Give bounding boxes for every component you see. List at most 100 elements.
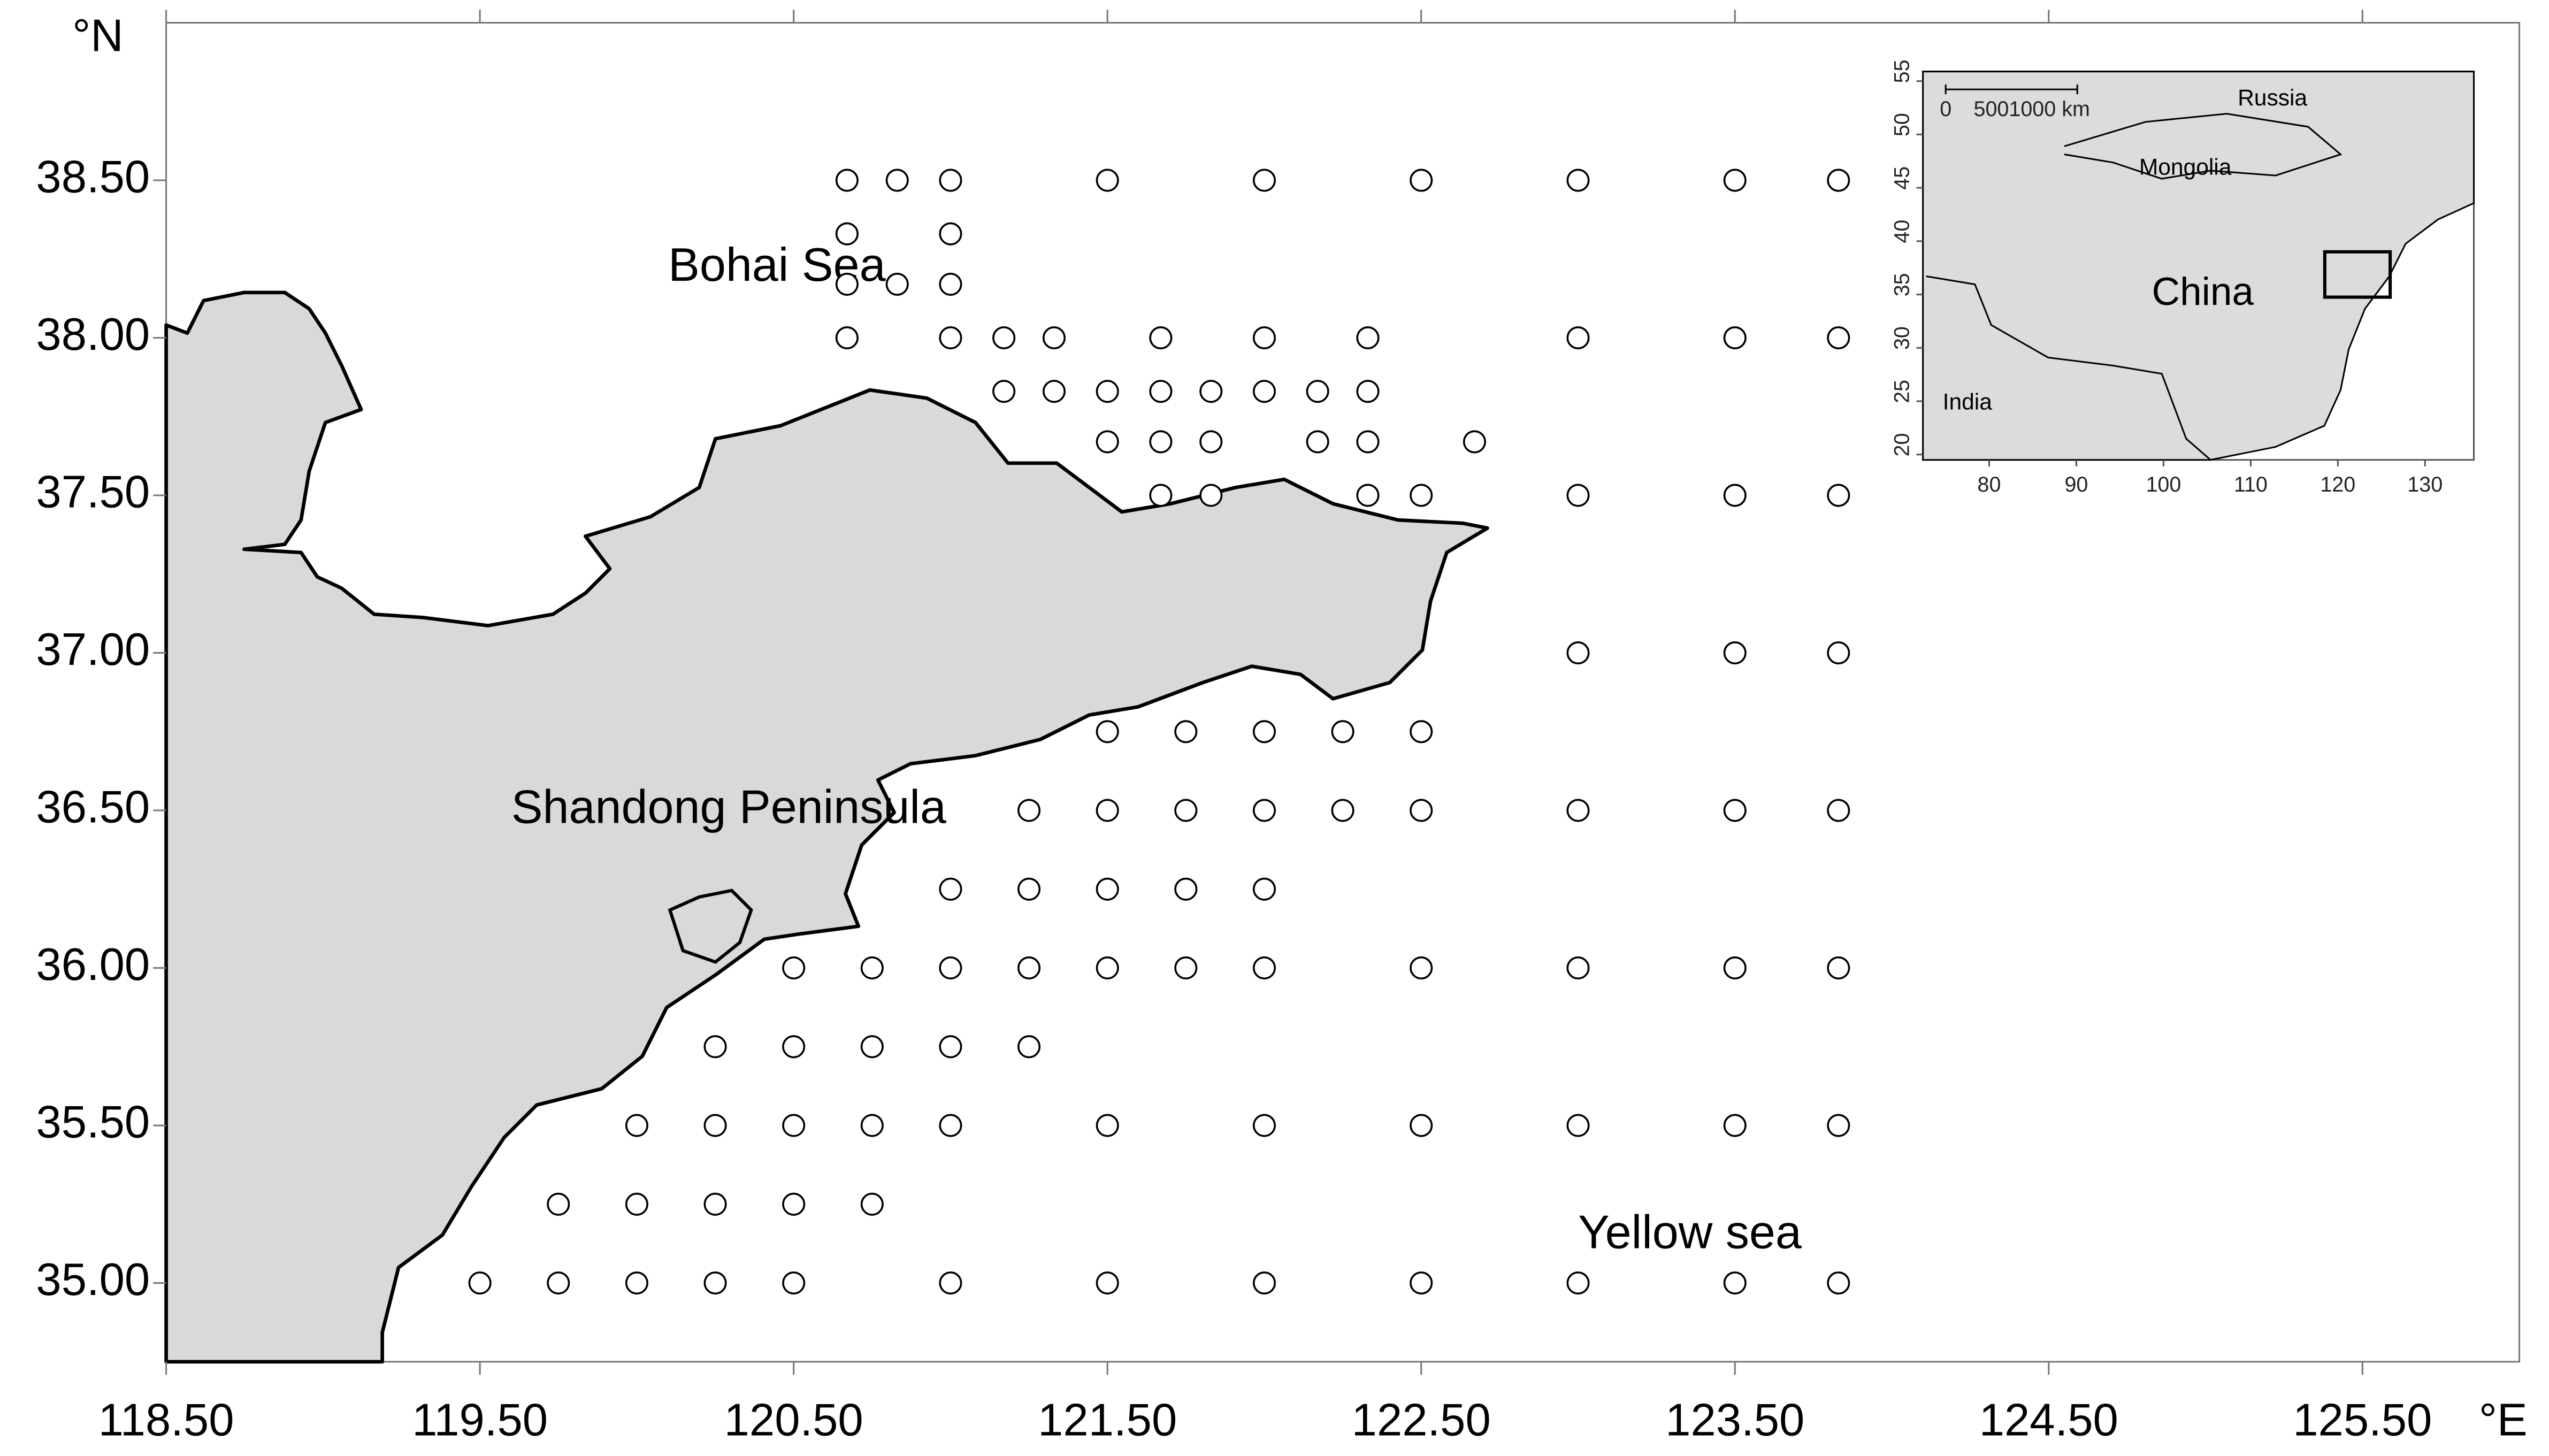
station [1174,956,1198,980]
station [1252,1271,1276,1295]
station [1096,799,1119,822]
station [1356,484,1380,507]
station [939,1271,962,1295]
station [835,326,859,350]
station [1827,799,1850,822]
station [1096,1271,1119,1295]
x-axis-label: °E [2479,1395,2528,1446]
station [1149,484,1173,507]
station [835,168,859,192]
station [1042,380,1066,403]
study-area [2323,250,2392,299]
station [1723,1114,1747,1137]
inset-x-tick-label: 80 [1978,473,2001,496]
station [1463,430,1487,454]
y-tick-label: 35.00 [36,1254,150,1305]
station [1566,326,1590,350]
inset-y-tick-label: 45 [1890,166,1914,190]
y-tick-label: 37.50 [36,467,150,518]
inset-y-tick-label: 50 [1890,113,1914,136]
station [860,956,884,980]
station [939,1035,962,1059]
station [1096,168,1119,192]
station [625,1192,648,1216]
station [1410,1114,1433,1137]
station [1723,956,1747,980]
station [939,272,962,296]
station [703,1271,727,1295]
inset-map: 80 90 100 110 120 130 20 25 30 35 40 45 50 55 Russia Mo… [1890,59,2475,496]
station [1723,641,1747,665]
station [782,1192,806,1216]
station [1199,430,1223,454]
y-tick-label: 36.50 [36,782,150,833]
x-tick-label: 119.50 [412,1395,548,1446]
x-tick-label: 125.50 [2293,1395,2432,1446]
station [1356,326,1380,350]
station [1356,380,1380,403]
inset-x-tick-label: 130 [2407,473,2443,496]
station [625,1114,648,1137]
station [1017,799,1041,822]
station [1096,720,1119,744]
station [1566,1271,1590,1295]
station [1566,799,1590,822]
station [1174,720,1198,744]
station [1149,380,1173,403]
y-tick-label: 38.00 [36,309,150,360]
station [1017,956,1041,980]
annotation: Shandong Peninsula [511,780,946,833]
scale-label: 5001000 km [1974,97,2090,121]
station [1199,484,1223,507]
station [885,272,909,296]
station [1410,720,1433,744]
station [1306,380,1329,403]
inset-y-tick-label: 30 [1890,326,1914,350]
station [1723,326,1747,350]
inset-x-tick-label: 120 [2320,473,2355,496]
station [939,956,962,980]
station [1723,168,1747,192]
station [1017,877,1041,901]
inset-x-tick-label: 110 [2234,473,2268,496]
station [1566,168,1590,192]
station [860,1114,884,1137]
station [782,1035,806,1059]
station [1252,326,1276,350]
station [1174,877,1198,901]
station [1096,956,1119,980]
land [164,290,1489,1364]
y-tick-label: 36.00 [36,939,150,990]
inset-label: Mongolia [2139,154,2232,180]
station [1042,326,1066,350]
station [1199,380,1223,403]
station [703,1114,727,1137]
station [1252,956,1276,980]
inset-border [1926,113,2343,461]
y-axis-label: °N [72,10,123,61]
station [1331,799,1354,822]
station [1096,430,1119,454]
station [1306,430,1329,454]
station [1723,1271,1747,1295]
x-tick-label: 123.50 [1665,1395,1804,1446]
station [1252,720,1276,744]
station [1410,484,1433,507]
station [1566,484,1590,507]
station [860,1192,884,1216]
station [782,1114,806,1137]
station [1566,641,1590,665]
station [1096,1114,1119,1137]
station [782,1271,806,1295]
bay [668,888,753,964]
station [625,1271,648,1295]
station [835,272,859,296]
station [992,326,1016,350]
inset-y-tick-label: 25 [1890,380,1914,403]
station [468,1271,492,1295]
y-tick-label: 35.50 [36,1097,150,1148]
inset-y-tick-label: 40 [1890,220,1914,243]
station [1252,1114,1276,1137]
inset-label: Russia [2238,85,2307,111]
